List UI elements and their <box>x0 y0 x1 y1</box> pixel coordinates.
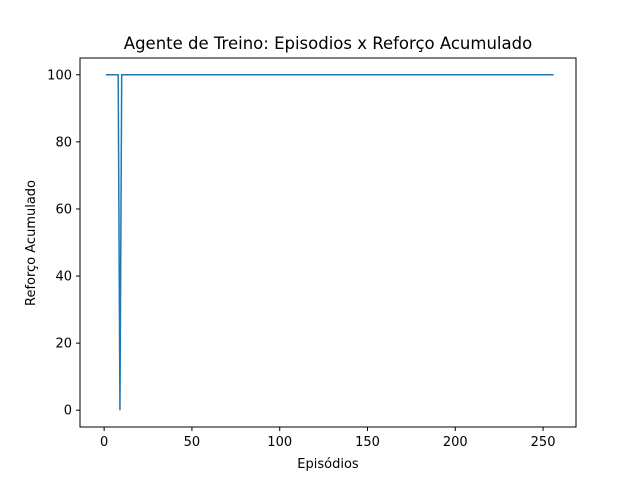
x-axis: 0 50 100 150 200 250 <box>100 427 555 450</box>
y-tick-label: 40 <box>55 270 72 285</box>
y-tick-label: 60 <box>55 202 72 217</box>
chart-title: Agente de Treino: Episodios x Reforço Ac… <box>124 34 532 53</box>
x-tick-label: 250 <box>531 435 556 450</box>
y-tick-label: 0 <box>64 404 72 419</box>
x-tick-label: 150 <box>355 435 380 450</box>
y-axis: 0 20 40 60 80 100 <box>47 68 80 419</box>
y-tick-label: 80 <box>55 135 72 150</box>
y-tick-label: 20 <box>55 337 72 352</box>
x-tick-label: 200 <box>443 435 468 450</box>
plot-frame <box>79 57 577 428</box>
x-tick-label: 100 <box>267 435 292 450</box>
x-tick-label: 50 <box>184 435 201 450</box>
y-tick-label: 100 <box>47 68 72 83</box>
plot-area <box>105 74 554 411</box>
y-axis-label: Reforço Acumulado <box>24 180 39 306</box>
x-axis-label: Episódios <box>297 457 359 472</box>
series-line <box>105 74 554 411</box>
x-tick-label: 0 <box>100 435 108 450</box>
